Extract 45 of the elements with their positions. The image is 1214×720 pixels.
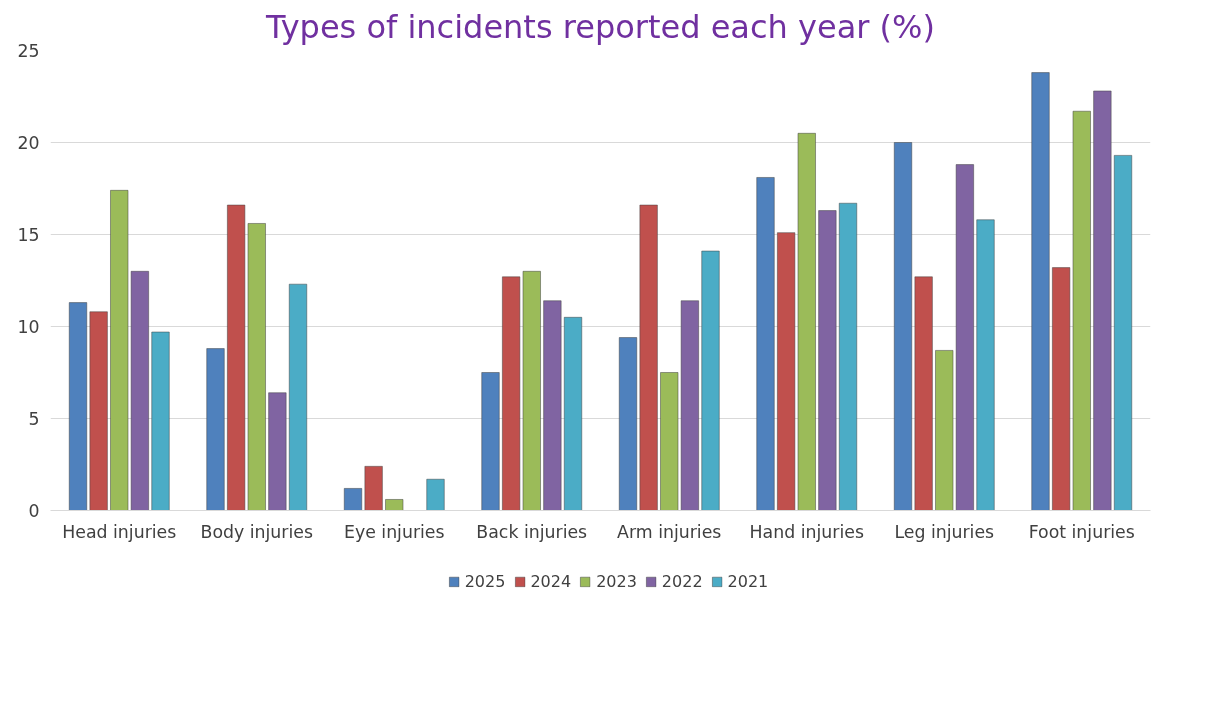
x-tick-label: Leg injuries [894,521,995,542]
bar [426,478,445,511]
bar [385,499,404,511]
x-tick-label: Hand injuries [749,521,864,542]
legend-label: 2022 [661,571,703,591]
y-tick-label: 25 [17,41,40,61]
bar [818,210,837,511]
x-tick-label: Foot injuries [1028,521,1135,542]
legend-label: 2021 [727,571,769,591]
chart-title: Types of incidents reported each year (%) [265,7,935,46]
bar [68,302,88,511]
legend-label: 2023 [596,571,637,591]
bar [1113,155,1133,511]
x-tick-label: Eye injuries [343,521,445,542]
x-tick-label: Back injuries [476,521,588,542]
bar [151,331,170,511]
bar [1093,90,1112,511]
bar [838,202,858,511]
x-tick-label: Arm injuries [617,521,722,542]
bar [543,300,562,511]
bar [701,250,720,511]
bar [1031,72,1050,511]
bar [364,466,383,511]
y-tick-label: 15 [17,225,40,245]
y-tick-label: 0 [28,501,40,521]
bar [563,317,583,511]
x-tick-label: Head injuries [62,521,177,542]
bar [639,204,658,511]
legend-label: 2024 [530,571,572,591]
y-tick-label: 20 [17,133,40,153]
bar [481,372,500,511]
x-tick-label: Body injuries [200,521,313,542]
bar [206,348,225,511]
bar [89,311,108,511]
y-tick-label: 10 [17,317,40,337]
y-tick-label: 5 [28,409,40,429]
bar [756,177,775,511]
bar [268,392,287,511]
bar [618,337,638,511]
bar [343,488,363,511]
bar [976,219,995,511]
bar [893,142,913,511]
bar [914,276,933,511]
legend-label: 2025 [464,571,506,591]
bar [288,283,308,511]
